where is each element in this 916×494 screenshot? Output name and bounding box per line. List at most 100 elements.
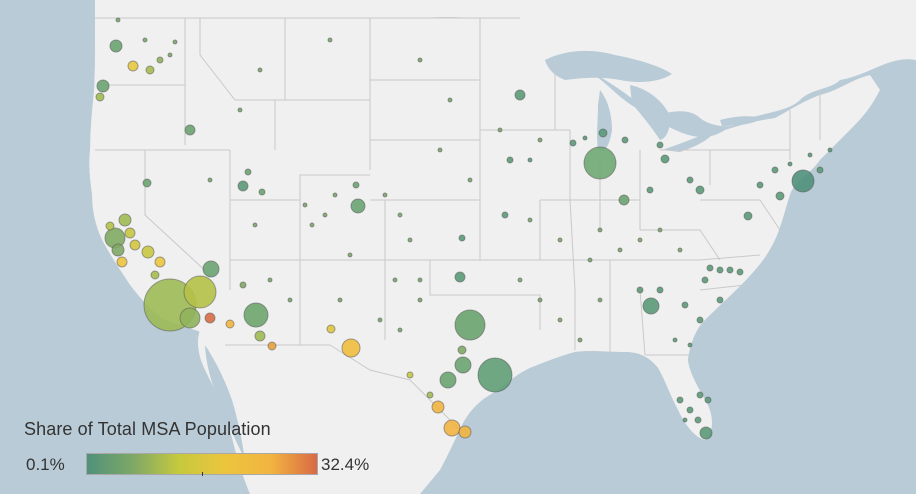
bubble-city[interactable] [537,297,543,303]
bubble-city[interactable] [145,65,155,75]
bubble-mcallen[interactable] [443,419,461,437]
bubble-city[interactable] [656,286,664,294]
bubble-city[interactable] [657,227,663,233]
bubble-city[interactable] [497,127,503,133]
bubble-city[interactable] [127,60,139,72]
bubble-city[interactable] [716,266,724,274]
bubble-city[interactable] [686,406,694,414]
bubble-city[interactable] [397,327,403,333]
bubble-city[interactable] [258,188,266,196]
bubble-city[interactable] [347,252,353,258]
bubble-city[interactable] [350,198,366,214]
bubble-city[interactable] [577,337,583,343]
bubble-city[interactable] [569,139,577,147]
bubble-city[interactable] [681,301,689,309]
bubble-city[interactable] [775,191,785,201]
bubble-city[interactable] [457,345,467,355]
bubble-city[interactable] [95,92,105,102]
bubble-city[interactable] [706,264,714,272]
bubble-city[interactable] [437,147,443,153]
bubble-city[interactable] [142,37,148,43]
bubble-city[interactable] [587,257,593,263]
bubble-city[interactable] [116,256,128,268]
bubble-city[interactable] [337,297,343,303]
bubble-city[interactable] [501,211,509,219]
bubble-layer[interactable] [95,17,833,440]
bubble-city[interactable] [726,266,734,274]
bubble-city[interactable] [660,154,670,164]
bubble-city[interactable] [557,317,563,323]
bubble-city[interactable] [517,277,523,283]
bubble-city[interactable] [682,417,688,423]
bubble-city[interactable] [202,260,220,278]
bubble-city[interactable] [454,271,466,283]
bubble-city[interactable] [252,222,258,228]
bubble-city[interactable] [676,396,684,404]
bubble-city[interactable] [701,276,709,284]
bubble-city[interactable] [417,277,423,283]
bubble-city[interactable] [695,185,705,195]
bubble-city[interactable] [392,277,398,283]
bubble-city[interactable] [426,391,434,399]
bubble-city[interactable] [129,239,141,251]
bubble-city[interactable] [150,270,160,280]
bubble-city[interactable] [124,227,136,239]
bubble-city[interactable] [204,312,216,324]
bubble-city[interactable] [382,192,388,198]
bubble-city[interactable] [115,17,121,23]
bubble-phoenix[interactable] [243,302,269,328]
bubble-city[interactable] [207,177,213,183]
bubble-city[interactable] [287,297,293,303]
bubble-city[interactable] [397,212,403,218]
bubble-city[interactable] [656,141,664,149]
bubble-city[interactable] [244,168,252,176]
bubble-city[interactable] [352,181,360,189]
bubble-city[interactable] [582,135,588,141]
bubble-san-diego[interactable] [179,307,201,329]
bubble-city[interactable] [704,396,712,404]
bubble-city[interactable] [302,202,308,208]
bubble-city[interactable] [172,39,178,45]
bubble-city[interactable] [699,426,713,440]
bubble-city[interactable] [696,391,704,399]
bubble-city[interactable] [154,256,166,268]
bubble-city[interactable] [597,297,603,303]
bubble-city[interactable] [407,237,413,243]
bubble-city[interactable] [637,237,643,243]
bubble-city[interactable] [467,177,473,183]
bubble-city[interactable] [417,57,423,63]
bubble-city[interactable] [118,213,132,227]
bubble-city[interactable] [771,166,779,174]
bubble-city[interactable] [96,79,110,93]
bubble-city[interactable] [787,161,793,167]
bubble-city[interactable] [406,371,414,379]
bubble-city[interactable] [686,176,694,184]
bubble-city[interactable] [557,237,563,243]
bubble-city[interactable] [527,217,533,223]
bubble-city[interactable] [537,137,543,143]
bubble-city[interactable] [254,330,266,342]
bubble-city[interactable] [598,128,608,138]
bubble-city[interactable] [237,180,249,192]
bubble-city[interactable] [458,234,466,242]
bubble-city[interactable] [111,243,125,257]
bubble-city[interactable] [827,147,833,153]
bubble-city[interactable] [743,211,753,221]
bubble-city[interactable] [431,400,445,414]
bubble-city[interactable] [326,324,336,334]
bubble-city[interactable] [506,156,514,164]
bubble-el-paso[interactable] [341,338,361,358]
bubble-city[interactable] [642,297,660,315]
bubble-city[interactable] [309,222,315,228]
bubble-city[interactable] [257,67,263,73]
bubble-city[interactable] [141,245,155,259]
bubble-city[interactable] [237,107,243,113]
bubble-city[interactable] [447,97,453,103]
bubble-dallas[interactable] [454,309,486,341]
bubble-city[interactable] [696,316,704,324]
bubble-city[interactable] [105,221,115,231]
bubble-city[interactable] [816,166,824,174]
bubble-city[interactable] [677,247,683,253]
